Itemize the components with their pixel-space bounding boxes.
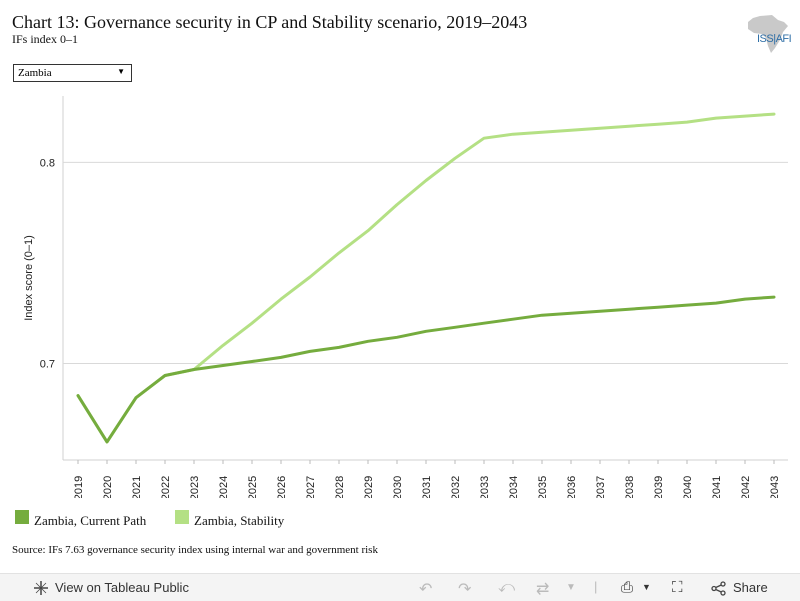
fullscreen-icon[interactable]: ⛶ <box>672 579 683 596</box>
redo-icon[interactable]: ↷ <box>458 581 472 598</box>
x-tick-label: 2038 <box>624 476 636 498</box>
country-dropdown-value: Zambia <box>18 67 52 79</box>
x-tick-label: 2027 <box>305 476 317 498</box>
x-tick-label: 2040 <box>682 476 694 498</box>
logo-text: ISS|AFI <box>757 33 792 45</box>
x-tick-label: 2043 <box>769 476 781 498</box>
legend-label-stability: Zambia, Stability <box>194 513 285 528</box>
toolbar-divider: | <box>594 579 598 594</box>
chart-title: Chart 13: Governance security in CP and … <box>12 12 528 32</box>
revert-icon[interactable]: ⤺ <box>498 579 516 596</box>
y-axis-label: Index score (0–1) <box>23 235 35 321</box>
x-tick-label: 2023 <box>189 476 201 498</box>
x-tick-label: 2026 <box>276 476 288 498</box>
x-tick-label: 2028 <box>334 476 346 498</box>
x-tick-label: 2036 <box>566 476 578 498</box>
x-tick-label: 2019 <box>73 476 85 498</box>
source-note: Source: IFs 7.63 governance security ind… <box>12 544 378 556</box>
africa-map-icon <box>748 15 788 53</box>
download-icon[interactable]: ⎙ <box>621 579 634 596</box>
x-tick-label: 2042 <box>740 476 752 498</box>
chevron-down-icon[interactable]: ▼ <box>117 67 125 76</box>
x-tick-label: 2025 <box>247 476 259 498</box>
legend-label-current-path: Zambia, Current Path <box>34 513 147 528</box>
x-tick-label: 2041 <box>711 476 723 498</box>
share-button[interactable]: Share <box>733 580 768 595</box>
legend-swatch-stability <box>175 510 189 524</box>
x-tick-label: 2035 <box>537 476 549 498</box>
x-tick-label: 2022 <box>160 476 172 498</box>
y-tick-label: 0.7 <box>40 358 55 370</box>
country-dropdown[interactable]: Zambia ▼ <box>13 64 132 82</box>
view-on-tableau-link[interactable]: View on Tableau Public <box>55 580 189 595</box>
undo-icon[interactable]: ↶ <box>419 581 433 598</box>
x-tick-label: 2031 <box>421 476 433 498</box>
x-tick-label: 2037 <box>595 476 607 498</box>
tableau-logo-icon[interactable] <box>33 580 49 596</box>
refresh-icon[interactable]: ⇄ <box>536 581 550 598</box>
x-tick-label: 2034 <box>508 476 520 498</box>
line-chart: 0.7 0.8 2019 2020 2021 2022 2023 2024 2025 2026 20… <box>23 96 788 498</box>
series-line-stability <box>76 112 776 444</box>
share-icon[interactable] <box>711 581 726 596</box>
x-tick-label: 2033 <box>479 476 491 498</box>
x-tick-label: 2029 <box>363 476 375 498</box>
x-tick-label: 2021 <box>131 476 143 498</box>
legend-swatch-current-path <box>15 510 29 524</box>
x-tick-label: 2024 <box>218 476 230 498</box>
x-tick-label: 2039 <box>653 476 665 498</box>
chart-subtitle: IFs index 0–1 <box>12 32 78 46</box>
refresh-menu-chevron-icon[interactable]: ▼ <box>566 582 576 593</box>
y-tick-label: 0.8 <box>40 157 55 169</box>
x-tick-label: 2020 <box>102 476 114 498</box>
download-menu-chevron-icon[interactable]: ▼ <box>642 582 651 592</box>
tableau-toolbar: View on Tableau Public ↶ ↷ ⤺ ⇄ ▼ | ⎙ ▼ ⛶… <box>0 573 800 601</box>
series-line-current-path <box>76 295 776 444</box>
x-tick-label: 2030 <box>392 476 404 498</box>
x-tick-label: 2032 <box>450 476 462 498</box>
